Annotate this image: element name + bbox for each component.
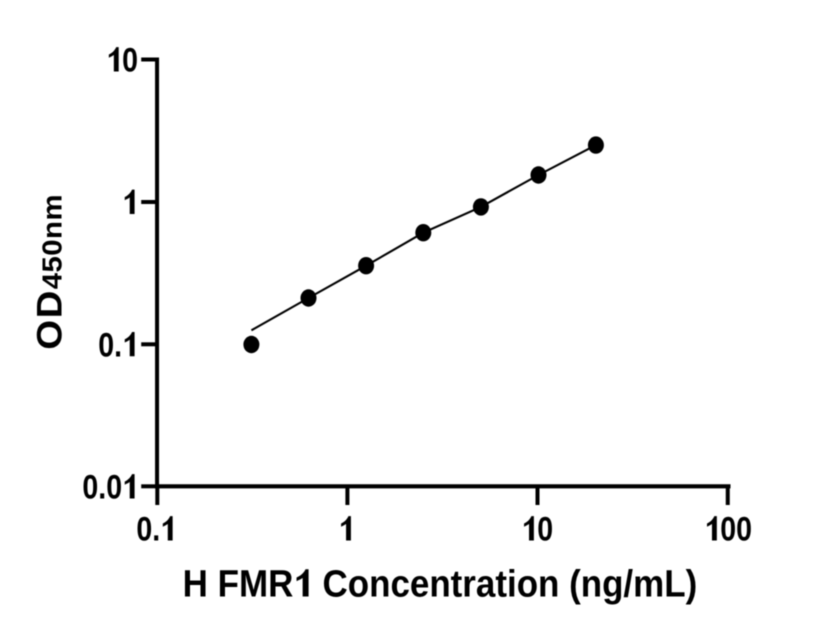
svg-text:Concentration (ng/mL): Concentration (ng/mL): [322, 562, 697, 605]
svg-text:0: 0: [537, 510, 553, 548]
svg-text:OD: OD: [30, 289, 69, 350]
svg-text:00: 00: [720, 510, 752, 548]
svg-text:0: 0: [122, 41, 138, 79]
svg-text:H FMR: H FMR: [183, 562, 294, 605]
svg-text:450nm: 450nm: [37, 194, 68, 289]
svg-text:0.: 0.: [136, 510, 160, 548]
svg-text:0.: 0.: [98, 326, 122, 364]
svg-text:0.0: 0.0: [82, 468, 122, 506]
